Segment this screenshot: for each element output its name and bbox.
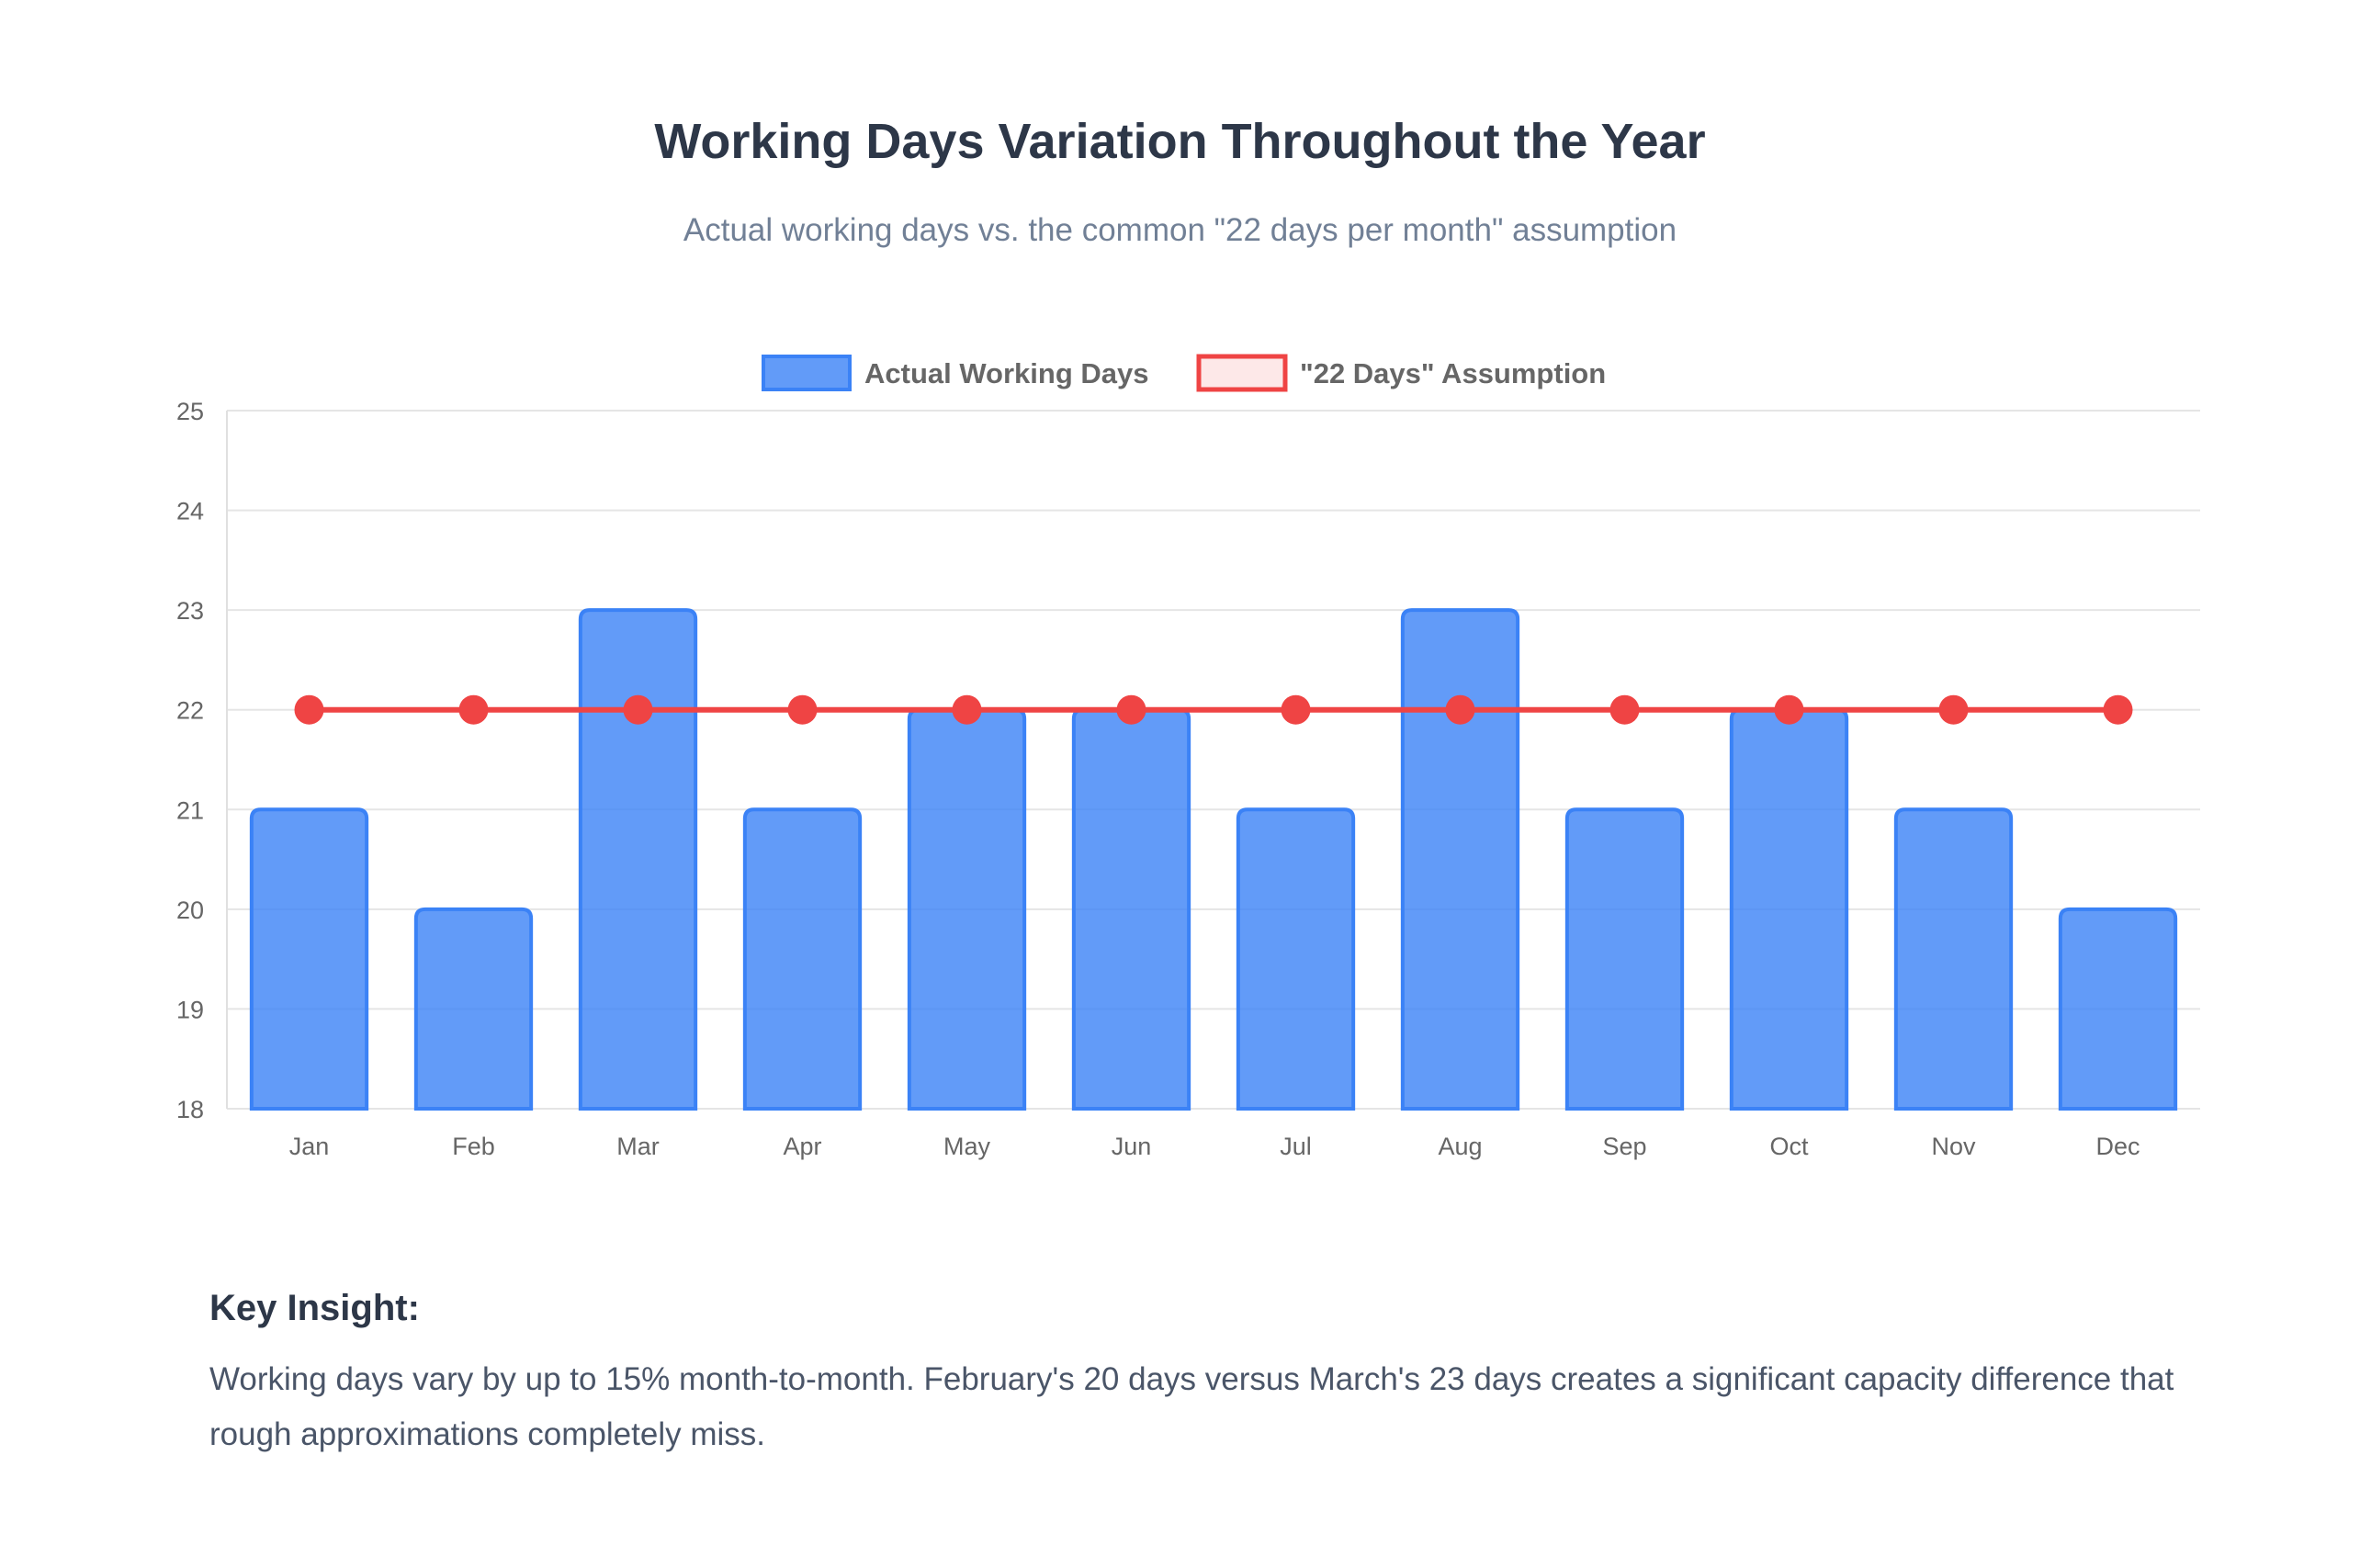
bar — [413, 907, 534, 1111]
x-tick-label: May — [943, 1133, 991, 1160]
x-tick-label: Apr — [783, 1133, 821, 1160]
assumption-point — [1445, 694, 1475, 725]
x-tick-label: Sep — [1602, 1133, 1646, 1160]
legend-swatch-actual — [762, 355, 852, 391]
bar — [742, 807, 863, 1111]
bar — [1893, 807, 2014, 1111]
y-tick-label: 20 — [176, 897, 204, 924]
insight-heading: Key Insight: — [209, 1288, 420, 1328]
y-tick-label: 24 — [176, 498, 204, 525]
page-subtitle: Actual working days vs. the common "22 d… — [683, 212, 1677, 248]
x-tick-label: Jan — [289, 1133, 330, 1160]
x-tick-label: Mar — [616, 1133, 660, 1160]
insight-box: Key Insight: Working days vary by up to … — [209, 1284, 2194, 1462]
y-tick-label: 18 — [176, 1096, 204, 1123]
x-tick-label: Jul — [1280, 1133, 1312, 1160]
x-tick-label: Nov — [1931, 1133, 1976, 1160]
bar — [1729, 707, 1849, 1111]
assumption-point — [1938, 694, 1969, 725]
bar — [1236, 807, 1356, 1111]
legend-label-assumption: "22 Days" Assumption — [1300, 357, 1606, 389]
y-tick-label: 25 — [176, 398, 204, 425]
legend-label-actual: Actual Working Days — [864, 357, 1149, 389]
y-tick-label: 23 — [176, 597, 204, 625]
page-title: Working Days Variation Throughout the Ye… — [654, 114, 1706, 169]
x-tick-label: Aug — [1438, 1133, 1482, 1160]
assumption-point — [623, 694, 653, 725]
y-tick-label: 21 — [176, 796, 204, 824]
x-tick-label: Feb — [452, 1133, 495, 1160]
assumption-point — [1116, 694, 1146, 725]
x-tick-label: Jun — [1112, 1133, 1152, 1160]
bar — [578, 608, 698, 1111]
bar — [1564, 807, 1685, 1111]
insight-text: Working days vary by up to 15% month-to-… — [209, 1361, 2174, 1452]
bar — [249, 807, 369, 1111]
chart-legend: Actual Working Days "22 Days" Assumption — [762, 354, 1606, 392]
assumption-point — [2103, 694, 2133, 725]
assumption-point — [458, 694, 489, 725]
y-tick-label: 22 — [176, 697, 204, 725]
bar — [907, 707, 1027, 1111]
y-tick-label: 19 — [176, 996, 204, 1023]
assumption-point — [1774, 694, 1804, 725]
assumption-point — [1609, 694, 1640, 725]
x-tick-label: Dec — [2095, 1133, 2140, 1160]
bar — [2058, 907, 2178, 1111]
bar — [1400, 608, 1520, 1111]
x-tick-label: Oct — [1769, 1133, 1809, 1160]
assumption-point — [294, 694, 324, 725]
assumption-point — [787, 694, 818, 725]
assumption-point — [952, 694, 982, 725]
bar — [1071, 707, 1191, 1111]
assumption-point — [1281, 694, 1311, 725]
legend-swatch-assumption — [1196, 354, 1288, 392]
